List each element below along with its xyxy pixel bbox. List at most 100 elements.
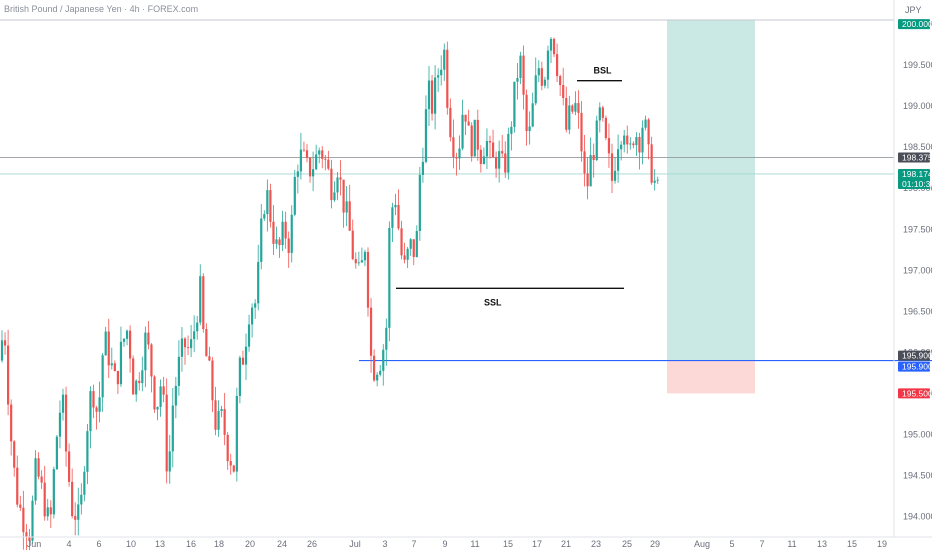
candle <box>424 95 428 164</box>
candle <box>263 210 266 221</box>
candle <box>339 160 342 196</box>
candle-body <box>64 394 68 452</box>
candle-body <box>394 204 397 208</box>
candle <box>589 137 592 187</box>
candle <box>397 189 400 231</box>
candle-body <box>327 159 330 169</box>
candle-body <box>37 458 40 477</box>
time-tick-label: 23 <box>591 539 601 549</box>
candle <box>132 355 135 395</box>
candle-body <box>342 179 345 213</box>
price-tick-label: 195.000 <box>903 429 932 439</box>
candle-body <box>446 49 449 108</box>
candle <box>254 299 257 319</box>
price-tick-label: 199.000 <box>903 101 932 111</box>
candle <box>540 61 543 91</box>
candle <box>174 376 177 419</box>
candle-body <box>10 404 13 442</box>
stop-zone[interactable] <box>667 360 755 394</box>
candle-body <box>656 179 659 181</box>
candle-body <box>89 391 92 432</box>
candle-body <box>647 119 650 145</box>
time-tick-label: 6 <box>96 539 101 549</box>
countdown-label: 01:10:30 <box>902 179 932 189</box>
candle <box>485 128 489 169</box>
candle <box>10 399 13 456</box>
time-tick-label: 20 <box>245 539 255 549</box>
time-axis[interactable]: Jun 4 6 10 13 16 18 20 24 26 Jul 3 7 9 11 15 17 21 23 25 29 A… <box>27 539 887 549</box>
candle-body <box>28 536 31 541</box>
candle-body <box>351 230 354 260</box>
candle-body <box>318 150 321 155</box>
candle-body <box>232 465 235 472</box>
candle <box>376 372 379 387</box>
candle-body <box>409 239 412 249</box>
candle-body <box>437 75 440 78</box>
candle-body <box>485 141 489 157</box>
candle <box>110 347 113 370</box>
candle <box>122 337 126 347</box>
candle-body <box>113 363 116 371</box>
time-tick-label: 18 <box>214 539 224 549</box>
candle-body <box>308 157 312 177</box>
candle <box>400 220 403 260</box>
candle-body <box>449 107 452 138</box>
candle <box>171 388 174 468</box>
candle <box>620 140 623 161</box>
candle-body <box>479 149 482 165</box>
candle <box>656 176 659 184</box>
candle <box>193 315 196 353</box>
candle-body <box>415 231 418 258</box>
candle <box>568 95 571 135</box>
candle <box>604 115 607 141</box>
candle-body <box>141 370 144 384</box>
candle-body <box>537 68 540 76</box>
candle <box>74 502 77 536</box>
candle <box>55 435 58 470</box>
candle <box>394 193 397 216</box>
candle-body <box>229 461 232 466</box>
candle-body <box>595 120 598 161</box>
candle-body <box>235 395 238 472</box>
candle <box>482 147 485 165</box>
candle <box>31 495 34 544</box>
candle-body <box>214 400 217 430</box>
candle-body <box>174 385 177 406</box>
candle-body <box>607 138 611 154</box>
price-tag-label: 200.000 <box>902 19 932 29</box>
candle-body <box>348 201 351 231</box>
candle-body <box>583 151 586 174</box>
candle <box>391 202 394 243</box>
candle-body <box>211 360 214 401</box>
candle <box>104 326 107 356</box>
candle-body <box>516 77 519 82</box>
candle <box>281 210 284 252</box>
candle-body <box>476 119 479 150</box>
candle <box>214 386 217 436</box>
target-zone[interactable] <box>667 20 755 361</box>
candle <box>138 372 141 391</box>
candle-body <box>397 204 400 229</box>
candle-body <box>101 355 104 398</box>
candle <box>83 465 86 502</box>
candle-body <box>568 105 571 130</box>
candle-body <box>391 207 394 228</box>
candle <box>135 379 138 402</box>
candle-body <box>382 349 385 371</box>
candle <box>546 45 550 89</box>
candle-body <box>116 370 119 385</box>
price-tick-label: 196.500 <box>903 306 932 316</box>
candle <box>571 104 574 114</box>
candle-body <box>186 347 190 349</box>
time-tick-label: 4 <box>66 539 71 549</box>
candle <box>363 249 367 267</box>
time-tick-label: 13 <box>817 539 827 549</box>
candle-body <box>107 331 110 366</box>
candle-body <box>83 471 86 495</box>
candle <box>613 157 617 184</box>
candle-body <box>345 201 348 213</box>
candle-body <box>260 218 263 262</box>
candle-body <box>424 109 428 162</box>
